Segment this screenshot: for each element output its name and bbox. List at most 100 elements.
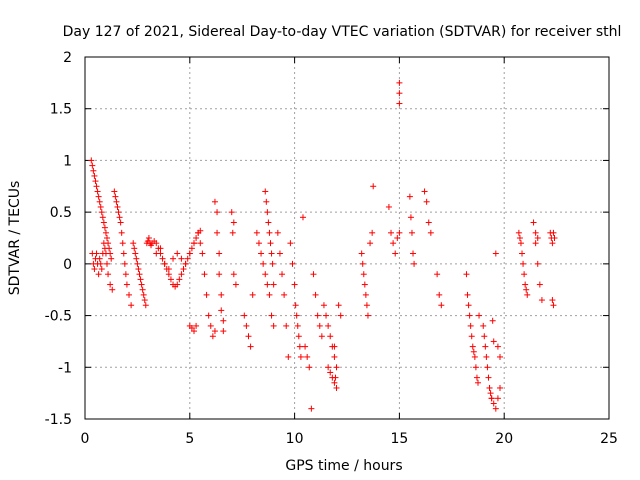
data-point: [534, 235, 541, 241]
data-point: [406, 193, 413, 200]
data-point: [302, 343, 309, 350]
data-point: [434, 271, 441, 278]
data-point: [216, 250, 223, 257]
data-point: [268, 250, 275, 257]
data-point: [195, 229, 202, 236]
data-point: [337, 312, 344, 319]
data-point: [262, 271, 269, 278]
data-point: [95, 271, 102, 278]
data-point: [137, 276, 144, 283]
data-point: [532, 240, 539, 247]
data-point: [131, 245, 138, 252]
data-point: [245, 333, 252, 340]
data-point: [519, 250, 526, 257]
data-point: [93, 183, 100, 190]
data-point: [473, 374, 480, 381]
plot-frame: [84, 56, 610, 420]
data-points: [88, 79, 558, 412]
data-point: [89, 162, 96, 169]
data-point: [264, 209, 271, 216]
data-point: [253, 229, 260, 236]
data-point: [201, 271, 208, 278]
data-point: [230, 219, 237, 226]
data-point: [427, 229, 434, 236]
y-tick-label: 1.5: [50, 102, 72, 118]
data-point: [142, 302, 149, 309]
data-point: [91, 172, 98, 179]
data-point: [232, 281, 239, 288]
data-point: [117, 219, 124, 226]
data-point: [228, 209, 235, 216]
data-point: [295, 333, 302, 340]
data-point: [281, 291, 288, 298]
data-point: [481, 333, 488, 340]
data-point: [123, 281, 130, 288]
data-point: [390, 240, 397, 247]
data-point: [463, 271, 470, 278]
data-point: [92, 178, 99, 185]
data-point: [488, 395, 495, 402]
data-point: [135, 266, 142, 273]
y-tick-label: 0.5: [50, 205, 72, 221]
data-point: [141, 297, 148, 304]
data-point: [396, 229, 403, 236]
data-point: [262, 188, 269, 195]
data-point: [266, 291, 273, 298]
data-point: [190, 240, 197, 247]
data-point: [203, 291, 210, 298]
data-point: [425, 219, 432, 226]
data-point: [113, 198, 120, 205]
data-point: [167, 276, 174, 283]
data-point: [333, 364, 340, 371]
data-point: [134, 260, 141, 267]
data-point: [94, 188, 101, 195]
data-point: [396, 100, 403, 107]
data-point: [515, 229, 522, 236]
data-point: [116, 214, 123, 221]
data-point: [486, 384, 493, 391]
data-point: [494, 395, 501, 402]
data-point: [211, 198, 218, 205]
data-point: [211, 328, 218, 335]
data-point: [306, 364, 313, 371]
data-point: [96, 198, 103, 205]
data-point: [260, 260, 267, 267]
data-point: [199, 250, 206, 257]
data-point: [297, 353, 304, 360]
data-point: [411, 260, 418, 267]
data-point: [497, 384, 504, 391]
data-point: [484, 364, 491, 371]
y-axis-label: SDTVAR / TECUs: [7, 181, 23, 296]
data-point: [522, 281, 529, 288]
data-point: [550, 229, 557, 236]
data-point: [538, 297, 545, 304]
data-point: [369, 229, 376, 236]
data-point: [190, 328, 197, 335]
x-tick-label: 10: [286, 431, 304, 447]
data-point: [423, 198, 430, 205]
data-point: [161, 260, 168, 267]
data-point: [475, 379, 481, 386]
data-point: [122, 271, 129, 278]
data-point: [549, 297, 556, 304]
data-point: [385, 203, 392, 210]
data-point: [490, 400, 497, 407]
data-point: [299, 214, 306, 221]
data-point: [193, 322, 200, 329]
data-point: [138, 281, 145, 288]
data-point: [551, 235, 558, 241]
y-tick-label: 1: [63, 153, 72, 169]
data-point: [241, 312, 248, 319]
y-tick-label: -1.5: [45, 412, 72, 428]
data-point: [157, 245, 164, 252]
data-point: [304, 353, 311, 360]
data-point: [178, 271, 185, 278]
data-point: [325, 364, 332, 371]
data-point: [392, 250, 399, 257]
data-point: [312, 291, 319, 298]
data-point: [436, 291, 443, 298]
data-point: [550, 302, 557, 309]
data-point: [214, 209, 221, 216]
data-point: [197, 240, 204, 247]
